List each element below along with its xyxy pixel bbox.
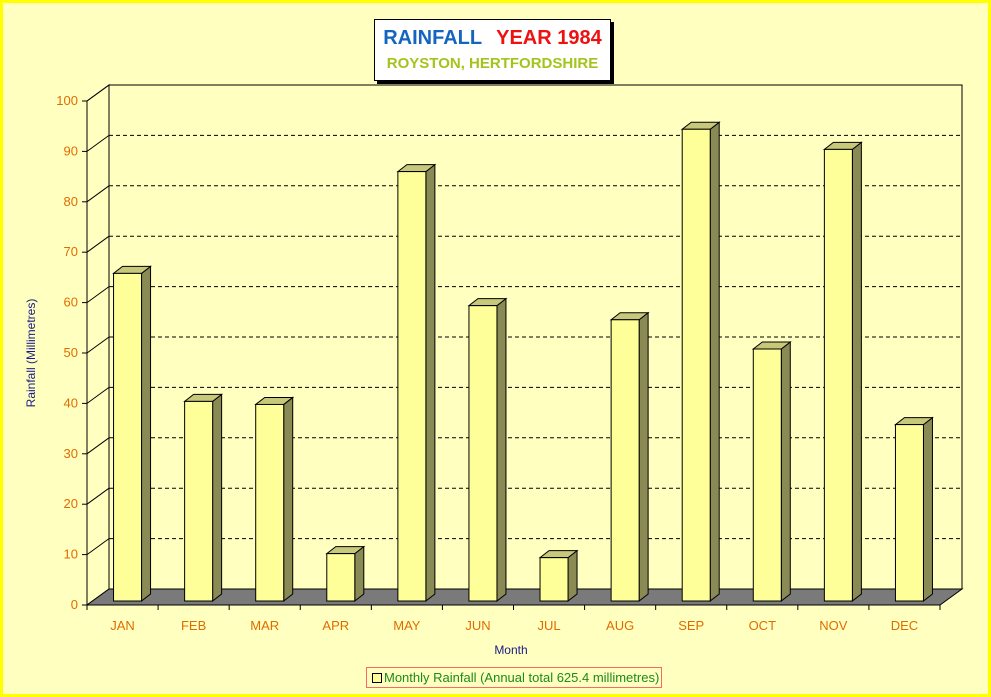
bar-side xyxy=(638,311,649,603)
bar-side xyxy=(922,416,933,603)
x-axis-title: Month xyxy=(494,643,527,657)
chart-title-year: YEAR 1984 xyxy=(496,27,602,49)
legend-swatch xyxy=(372,673,382,683)
gridline-side xyxy=(86,386,110,404)
bar-side xyxy=(141,265,152,603)
chart-title-box: RAINFALL YEAR 1984 ROYSTON, HERTFORDSHIRE xyxy=(374,19,611,81)
bar-side xyxy=(354,545,365,603)
y-tick-label: 20 xyxy=(64,496,78,511)
y-tick-label: 10 xyxy=(64,547,78,562)
chart-subtitle: ROYSTON, HERTFORDSHIRE xyxy=(386,55,599,72)
x-tick-label: SEP xyxy=(678,618,704,633)
gridline-side xyxy=(86,84,110,102)
bar-side xyxy=(425,163,436,603)
x-tick-label: FEB xyxy=(181,618,206,633)
y-tick-label: 90 xyxy=(64,143,78,158)
y-tick-label: 50 xyxy=(64,345,78,360)
bar-side xyxy=(780,340,791,603)
bar xyxy=(894,424,924,602)
y-tick-label: 40 xyxy=(64,395,78,410)
x-tick-label: DEC xyxy=(891,618,918,633)
bar xyxy=(539,557,569,602)
legend-label: Monthly Rainfall (Annual total 625.4 mil… xyxy=(384,670,660,685)
y-tick-label: 70 xyxy=(64,244,78,259)
bar xyxy=(468,305,498,602)
gridline-side xyxy=(86,185,110,203)
x-tick-label: MAR xyxy=(250,618,279,633)
bar-side xyxy=(496,297,507,603)
bar xyxy=(397,171,427,602)
y-tick-label: 60 xyxy=(64,295,78,310)
x-tick-label: JUL xyxy=(537,618,560,633)
y-axis-title: Rainfall (Millimetres) xyxy=(24,299,38,408)
x-tick-label: MAY xyxy=(393,618,421,633)
x-tick-label: JUN xyxy=(465,618,490,633)
bar-side xyxy=(709,121,720,603)
y-tick-label: 0 xyxy=(71,597,78,612)
bar xyxy=(752,348,782,602)
gridline-side xyxy=(86,286,110,304)
gridline-side xyxy=(86,437,110,455)
bar-side xyxy=(212,393,223,603)
bar xyxy=(326,553,356,602)
x-tick-label: NOV xyxy=(819,618,848,633)
x-tick-label: JAN xyxy=(110,618,135,633)
bar-side xyxy=(567,549,578,603)
bar xyxy=(113,272,143,602)
gridline-side xyxy=(86,235,110,253)
bar xyxy=(610,319,640,602)
chart-title-main: RAINFALL xyxy=(383,27,483,49)
x-tick-label: OCT xyxy=(749,618,777,633)
y-tick-label: 80 xyxy=(64,194,78,209)
gridline-side xyxy=(86,336,110,354)
y-tick-label: 100 xyxy=(56,93,78,108)
x-tick-label: AUG xyxy=(606,618,634,633)
x-tick-label: APR xyxy=(322,618,349,633)
bar xyxy=(255,403,285,602)
chart-legend: Monthly Rainfall (Annual total 625.4 mil… xyxy=(366,667,662,688)
gridline-side xyxy=(86,487,110,505)
bar xyxy=(184,400,214,602)
y-tick-label: 30 xyxy=(64,446,78,461)
gridline-side xyxy=(86,134,110,152)
chart-title: RAINFALL YEAR 1984 xyxy=(375,27,610,50)
bar xyxy=(823,148,853,602)
gridline-side xyxy=(86,538,110,556)
bar-side xyxy=(283,396,294,603)
bar-side xyxy=(851,141,862,603)
bar xyxy=(681,128,711,602)
